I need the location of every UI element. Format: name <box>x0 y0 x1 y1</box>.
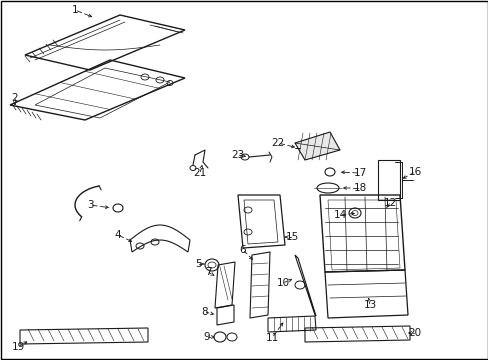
Text: 11: 11 <box>265 333 278 343</box>
Text: 21: 21 <box>193 168 206 178</box>
Text: 10: 10 <box>276 278 289 288</box>
Text: 9: 9 <box>203 332 210 342</box>
Text: 19: 19 <box>11 342 24 352</box>
Text: 12: 12 <box>383 198 396 208</box>
Text: 4: 4 <box>115 230 121 240</box>
Text: 15: 15 <box>285 232 298 242</box>
Text: 8: 8 <box>201 307 208 317</box>
Polygon shape <box>294 132 339 160</box>
Text: 7: 7 <box>204 267 211 277</box>
Text: 17: 17 <box>353 168 366 178</box>
Text: 6: 6 <box>239 245 246 255</box>
Text: 16: 16 <box>407 167 421 177</box>
Text: 2: 2 <box>12 93 18 103</box>
Text: 14: 14 <box>333 210 346 220</box>
Text: 1: 1 <box>72 5 78 15</box>
Text: 18: 18 <box>353 183 366 193</box>
Text: 13: 13 <box>363 300 376 310</box>
Text: 20: 20 <box>407 328 421 338</box>
Text: 23: 23 <box>231 150 244 160</box>
Text: 22: 22 <box>271 138 284 148</box>
Text: 3: 3 <box>86 200 93 210</box>
Text: 5: 5 <box>194 259 201 269</box>
